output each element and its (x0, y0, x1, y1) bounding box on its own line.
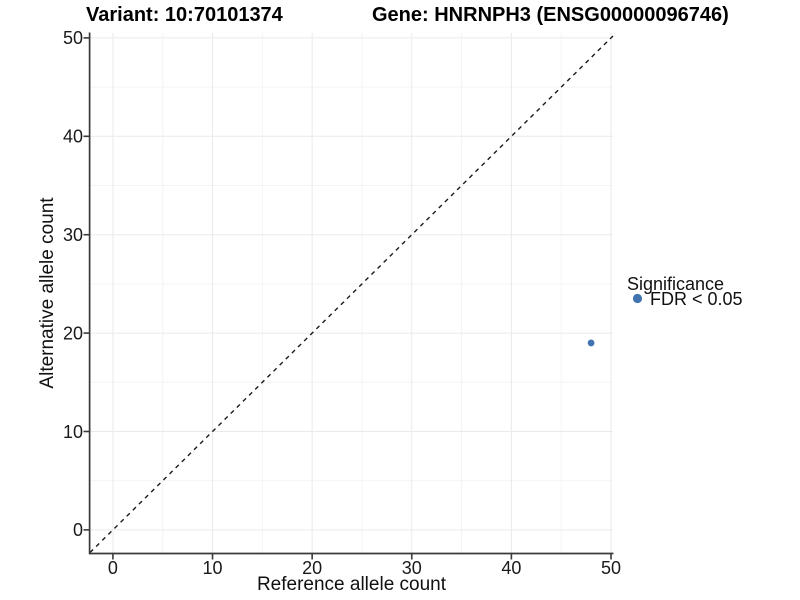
x-tick-label-30: 30 (402, 558, 422, 578)
y-tick-label-10: 10 (63, 422, 83, 442)
y-tick-label-50: 50 (63, 28, 83, 48)
data-points-layer (587, 339, 595, 347)
x-tick-label-10: 10 (203, 558, 223, 578)
x-tick-label-20: 20 (302, 558, 322, 578)
y-tick-label-40: 40 (63, 127, 83, 147)
y-tick-label-20: 20 (63, 323, 83, 343)
variant-title: Variant: 10:70101374 (86, 4, 284, 26)
x-tick-label-40: 40 (501, 558, 521, 578)
legend-entry-label: FDR < 0.05 (650, 289, 743, 309)
legend-marker-icon (632, 293, 643, 304)
y-axis-title: Alternative allele count (37, 197, 58, 389)
legend-title: Significance (627, 274, 724, 294)
x-tick-label-0: 0 (108, 558, 118, 578)
x-tick-label-50: 50 (601, 558, 621, 578)
identity-dashed-line (89, 35, 614, 554)
legend-entries: FDR < 0.05 (632, 289, 743, 309)
x-axis-title: Reference allele count (257, 574, 447, 595)
grid-minor-lines (90, 33, 613, 553)
y-tick-label-0: 0 (73, 520, 83, 540)
x-axis-ticks: 0 10 20 30 40 50 (108, 554, 621, 578)
grid-major-lines (90, 33, 613, 553)
gene-title: Gene: HNRNPH3 (ENSG00000096746) (372, 4, 729, 26)
legend: Significance FDR < 0.05 (627, 274, 743, 309)
data-point-48-19 (587, 339, 595, 347)
y-axis-ticks: 0 10 20 30 40 50 (63, 28, 89, 540)
y-tick-label-30: 30 (63, 225, 83, 245)
